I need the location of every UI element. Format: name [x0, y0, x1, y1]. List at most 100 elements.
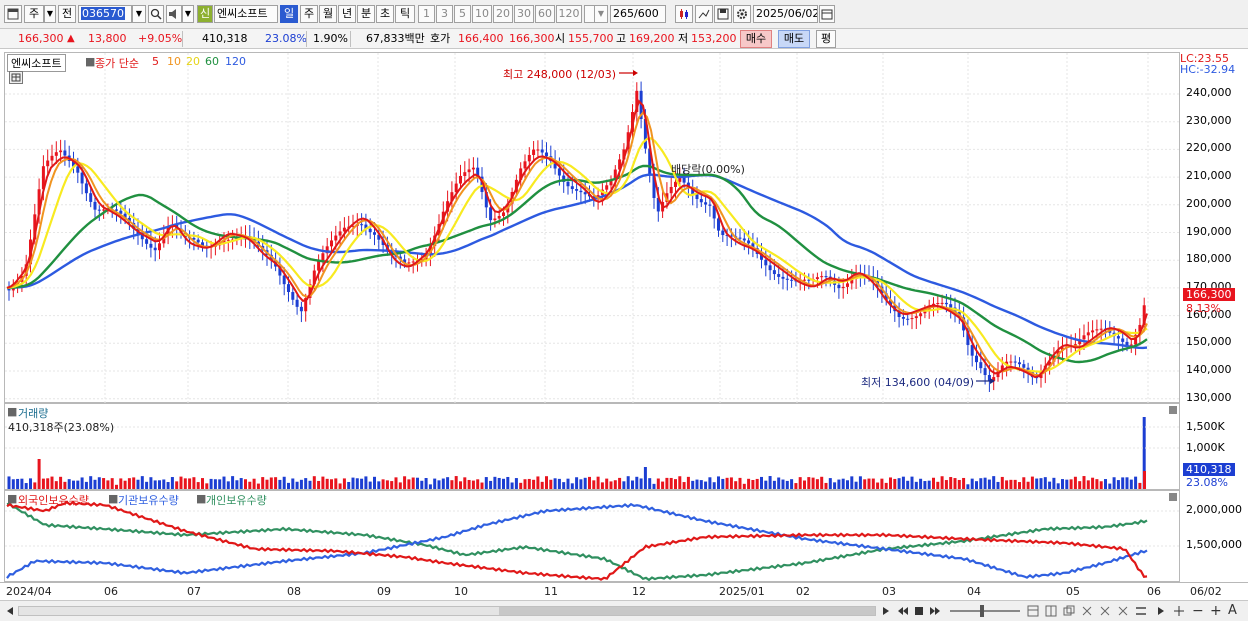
low-arrow-head: [990, 378, 995, 384]
draw-tool-icon[interactable]: [695, 5, 713, 23]
calendar-icon[interactable]: [819, 5, 835, 23]
move-icon[interactable]: [1172, 604, 1186, 618]
zoom-slider-handle[interactable]: [980, 605, 984, 617]
buy-button[interactable]: 매수: [740, 30, 772, 48]
window-icon[interactable]: [4, 5, 22, 23]
interval-60-button[interactable]: 60: [535, 5, 555, 23]
count-input[interactable]: 265/600: [610, 5, 666, 23]
volume-bar: [213, 479, 217, 489]
scroll-end-icon[interactable]: [1154, 604, 1168, 618]
interval-1-button[interactable]: 1: [418, 5, 435, 23]
new-badge[interactable]: 신: [197, 5, 213, 23]
volume-bar: [304, 478, 308, 489]
prev-button[interactable]: 전: [58, 5, 76, 23]
gear-icon[interactable]: [733, 5, 751, 23]
search-icon[interactable]: [148, 5, 164, 23]
cross-icon[interactable]: [1080, 604, 1094, 618]
x-axis-label: 02: [796, 585, 810, 598]
x-axis-label: 12: [632, 585, 646, 598]
candle-type-icon[interactable]: [675, 5, 693, 23]
volume-bar: [532, 479, 536, 489]
panel-close-icon[interactable]: [1169, 493, 1177, 501]
stock-name-field[interactable]: 엔씨소프트: [214, 5, 278, 23]
interval-20-button[interactable]: 20: [493, 5, 513, 23]
speaker-dropdown-icon[interactable]: ▼: [182, 5, 194, 23]
lc-value: LC:23.55: [1180, 52, 1230, 65]
cross-icon[interactable]: [1098, 604, 1112, 618]
candle-body: [192, 237, 196, 240]
zoom-out-icon[interactable]: −: [1192, 603, 1204, 619]
speaker-icon[interactable]: [166, 5, 182, 23]
volume-bar: [231, 476, 235, 489]
rewind-icon[interactable]: [896, 604, 910, 618]
volume-bar: [889, 477, 892, 489]
candle-body: [446, 201, 450, 212]
price-chart-canvas[interactable]: [5, 53, 1181, 404]
panel-close-icon[interactable]: [1169, 406, 1177, 414]
period-select[interactable]: 주: [24, 5, 44, 23]
candle-body: [1009, 361, 1013, 363]
interval-120-button[interactable]: 120: [556, 5, 582, 23]
volume-bar: [785, 480, 789, 489]
holdings-chart-canvas[interactable]: [5, 491, 1181, 583]
volume-bar: [205, 483, 209, 489]
volume-bar: [764, 480, 768, 489]
chevron-down-icon[interactable]: ▼: [44, 5, 56, 23]
code-dropdown-icon[interactable]: ▼: [132, 5, 146, 23]
interval-3-button[interactable]: 3: [436, 5, 453, 23]
cross-icon[interactable]: [1116, 604, 1130, 618]
interval-5-button[interactable]: 5: [454, 5, 471, 23]
zoom-reset-icon[interactable]: [1134, 604, 1148, 618]
interval-dropdown-icon[interactable]: ▼: [594, 5, 608, 23]
period-minute-button[interactable]: 분: [357, 5, 375, 23]
save-icon[interactable]: [714, 5, 732, 23]
volume-bar: [97, 477, 101, 489]
font-size-icon[interactable]: A: [1228, 603, 1237, 618]
volume-bar: [381, 479, 385, 489]
volume-bar: [407, 479, 411, 489]
candle-body: [906, 318, 910, 320]
period-second-button[interactable]: 초: [376, 5, 394, 23]
volume-bar: [192, 477, 196, 489]
candle-body: [519, 168, 523, 180]
ma-label: 종가 단순: [95, 57, 139, 70]
interval-30-button[interactable]: 30: [514, 5, 534, 23]
candle-body: [433, 235, 437, 247]
period-day-button[interactable]: 일: [280, 5, 298, 23]
candle-body: [1078, 339, 1082, 345]
period-week-button[interactable]: 주: [300, 5, 318, 23]
zoom-in-icon[interactable]: +: [1210, 603, 1222, 619]
eval-button[interactable]: 평: [816, 30, 836, 48]
candle-body: [7, 287, 11, 291]
scroll-left-icon[interactable]: [4, 604, 16, 618]
grid-toggle-icon[interactable]: [9, 71, 23, 84]
volume-chart-canvas[interactable]: [5, 404, 1181, 491]
scroll-right-icon[interactable]: [880, 604, 892, 618]
stop-icon[interactable]: [912, 604, 926, 618]
price-tick: 240,000: [1186, 86, 1232, 99]
fast-forward-icon[interactable]: [928, 604, 942, 618]
interval-10-button[interactable]: 10: [472, 5, 492, 23]
sell-button[interactable]: 매도: [778, 30, 810, 48]
bottom-toolbar: − + A: [0, 600, 1248, 621]
volume-bar: [846, 480, 849, 489]
split-icon[interactable]: [1044, 604, 1058, 618]
volume-bar: [1086, 480, 1090, 489]
volume-bar: [338, 483, 342, 489]
date-input[interactable]: 2025/06/02: [753, 5, 818, 23]
period-year-button[interactable]: 년: [338, 5, 356, 23]
layout-icon[interactable]: [1026, 604, 1040, 618]
horizontal-scrollbar[interactable]: [18, 606, 876, 616]
overlay-icon[interactable]: [1062, 604, 1076, 618]
scrollbar-thumb[interactable]: [499, 607, 875, 615]
stock-code-input[interactable]: 036570: [78, 5, 132, 23]
zoom-slider[interactable]: [950, 605, 1020, 617]
candle-body: [54, 152, 58, 156]
candle-body: [884, 293, 888, 301]
period-tick-button[interactable]: 틱: [395, 5, 415, 23]
volume-bar: [269, 477, 273, 489]
volume-bar: [803, 480, 806, 489]
divider: [306, 31, 307, 47]
period-month-button[interactable]: 월: [319, 5, 337, 23]
volume-bar: [738, 477, 742, 489]
